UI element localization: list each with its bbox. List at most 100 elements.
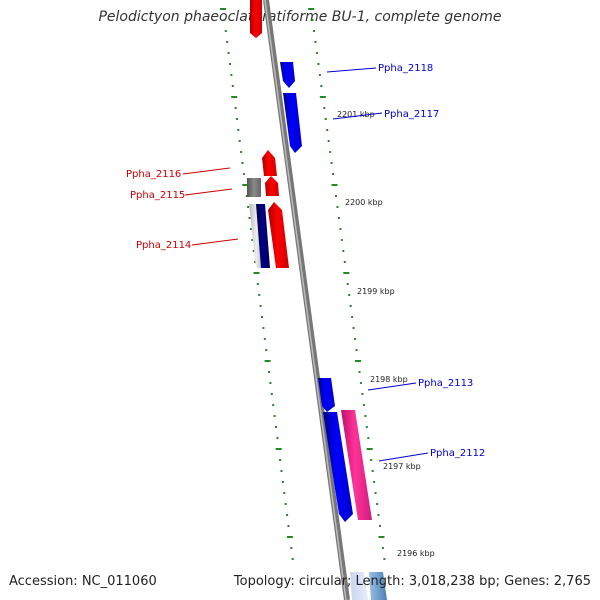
outer-track-dash [335,195,337,197]
inner-track-dash [240,151,243,153]
inner-track-dash [224,30,227,32]
outer-track-dash [314,41,317,43]
label-ppha-2113[interactable]: Ppha_2113 [418,378,473,389]
inner-track-dash [275,448,282,450]
outer-track-dash [324,118,327,120]
inner-track-dash [231,85,234,87]
leader-ppha-2112 [378,452,429,462]
outer-track-dash [379,525,381,527]
gene-ppha-2116[interactable] [262,150,277,176]
gene-top-reverse[interactable] [250,0,262,38]
inner-track-dash [223,19,226,21]
outer-track-dash [358,371,361,373]
genome-backbone-highlight [264,0,347,600]
leader-ppha-2117 [332,112,383,120]
outer-track-dash [377,514,380,516]
inner-track-dash [290,547,293,549]
inner-track-dash [287,525,290,527]
inner-track-dash [254,261,257,263]
leader-ppha-2118 [326,67,377,73]
gene-ppha-2113[interactable] [318,378,335,412]
tick-label-2201: 2201 kbp [337,110,375,119]
outer-track-dash [374,492,377,494]
inner-track-dash [286,536,293,538]
leader-ppha-2116 [182,167,231,175]
inner-track-dash [220,8,226,10]
genome-summary-text: Topology: circular; Length: 3,018,238 bp… [233,574,591,589]
inner-track-dash [234,107,237,109]
outer-track-dash [362,404,365,406]
outer-track-dash [365,426,368,428]
inner-track-dash [231,96,238,98]
outer-track-dash [343,272,350,274]
label-ppha-2114[interactable]: Ppha_2114 [136,240,191,251]
outer-track-dash [373,481,376,483]
gene-navy[interactable] [256,204,270,268]
label-ppha-2112[interactable]: Ppha_2112 [430,448,485,459]
inner-track-dash [270,393,273,395]
outer-track-dash [359,382,362,384]
inner-track-dash [291,558,294,560]
inner-track-dash [284,503,287,505]
label-ppha-2118[interactable]: Ppha_2118 [378,63,433,74]
outer-track-dash [364,415,367,417]
outer-track-dash [329,151,332,153]
outer-track-dash [383,558,386,560]
outer-track-dash [323,107,326,109]
tick-label-2200: 2200 kbp [345,198,383,207]
label-ppha-2117[interactable]: Ppha_2117 [384,109,439,120]
outer-track-dash [371,470,374,472]
leader-ppha-2113 [367,382,417,391]
outer-track-dash [331,184,338,186]
outer-track-dash [348,294,351,296]
inner-dash-track [220,8,294,560]
gene-bottom-pale[interactable] [350,572,368,600]
gene-bottom-lightblue[interactable] [369,572,387,600]
inner-track-dash [279,459,282,461]
outer-track-dash [336,206,339,208]
outer-track-dash [361,393,364,395]
gene-pseudo-2115[interactable] [247,178,261,197]
outer-track-dash [318,74,321,76]
outer-track-dash [366,448,373,450]
inner-track-dash [226,41,229,43]
tick-label-2198: 2198 kbp [370,375,408,384]
inner-track-dash [230,74,233,76]
inner-track-dash [268,371,270,373]
outer-track-dash [327,140,330,142]
label-ppha-2116[interactable]: Ppha_2116 [126,169,181,180]
gene-ppha-2112[interactable] [323,412,353,522]
outer-track-dash [311,19,314,21]
inner-track-dash [263,338,266,340]
outer-track-dash [320,85,323,87]
label-ppha-2115[interactable]: Ppha_2115 [130,190,185,201]
gene-ppha-2115[interactable] [265,176,279,196]
inner-track-dash [229,63,231,65]
inner-track-dash [238,140,241,142]
inner-track-dash [256,283,259,285]
gene-ppha-2118[interactable] [280,62,295,88]
outer-track-dash [354,338,357,340]
outer-track-dash [326,129,329,131]
inner-track-dash [283,492,286,494]
outer-track-dash [313,30,315,32]
gene-ppha-2114[interactable] [268,202,289,268]
genome-backbone [263,0,350,600]
inner-track-dash [259,305,262,307]
outer-track-dash [351,316,354,318]
accession-text: Accession: NC_011060 [9,574,157,589]
outer-track-dash [343,261,346,263]
outer-track-dash [381,547,384,549]
gene-rna-2112[interactable] [341,410,372,520]
outer-track-dash [367,437,370,439]
outer-track-dash [349,305,352,307]
outer-dash-track [308,8,386,560]
outer-track-dash [330,162,333,164]
gene-ppha-2117[interactable] [283,93,302,153]
tick-label-2196: 2196 kbp [397,549,435,558]
outer-track-dash [308,8,315,10]
inner-track-dash [253,272,260,274]
outer-track-dash [317,63,320,65]
inner-track-dash [237,129,240,131]
